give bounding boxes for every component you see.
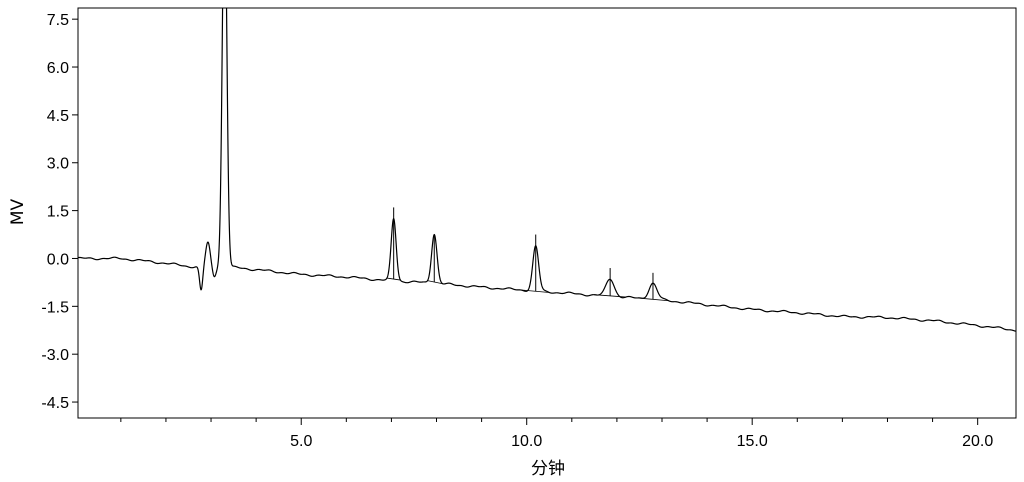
x-axis-title: 分钟 <box>531 459 565 479</box>
x-tick-label: 20.0 <box>962 433 993 450</box>
x-tick-label: 15.0 <box>737 433 768 450</box>
plot-area <box>78 8 1016 332</box>
y-tick-label: -4.5 <box>41 395 69 412</box>
y-tick-label: -3.0 <box>41 347 69 364</box>
y-tick-label: 7.5 <box>47 12 69 29</box>
chart-axes <box>77 7 1017 419</box>
y-tick-label: 3.0 <box>47 156 69 173</box>
x-tick-label: 10.0 <box>511 433 542 450</box>
tick-marks <box>72 18 979 425</box>
y-tick-label: 4.5 <box>47 108 69 125</box>
y-tick-label: 6.0 <box>47 60 69 77</box>
tick-labels: 7.5 6.0 4.5 3.0 1.5 0.0 -1.5 -3.0 -4.5 5.0 10.0 15.… <box>41 12 993 450</box>
plot-frame <box>77 7 1017 419</box>
y-tick-label: 0.0 <box>47 251 69 268</box>
y-tick-label: -1.5 <box>41 299 69 316</box>
y-axis-title: MV <box>8 198 28 225</box>
signal-trace <box>78 8 1016 332</box>
y-tick-label: 1.5 <box>47 204 69 221</box>
x-tick-label: 5.0 <box>290 433 312 450</box>
integration-baseline <box>427 280 444 285</box>
integration-baseline <box>519 289 550 293</box>
